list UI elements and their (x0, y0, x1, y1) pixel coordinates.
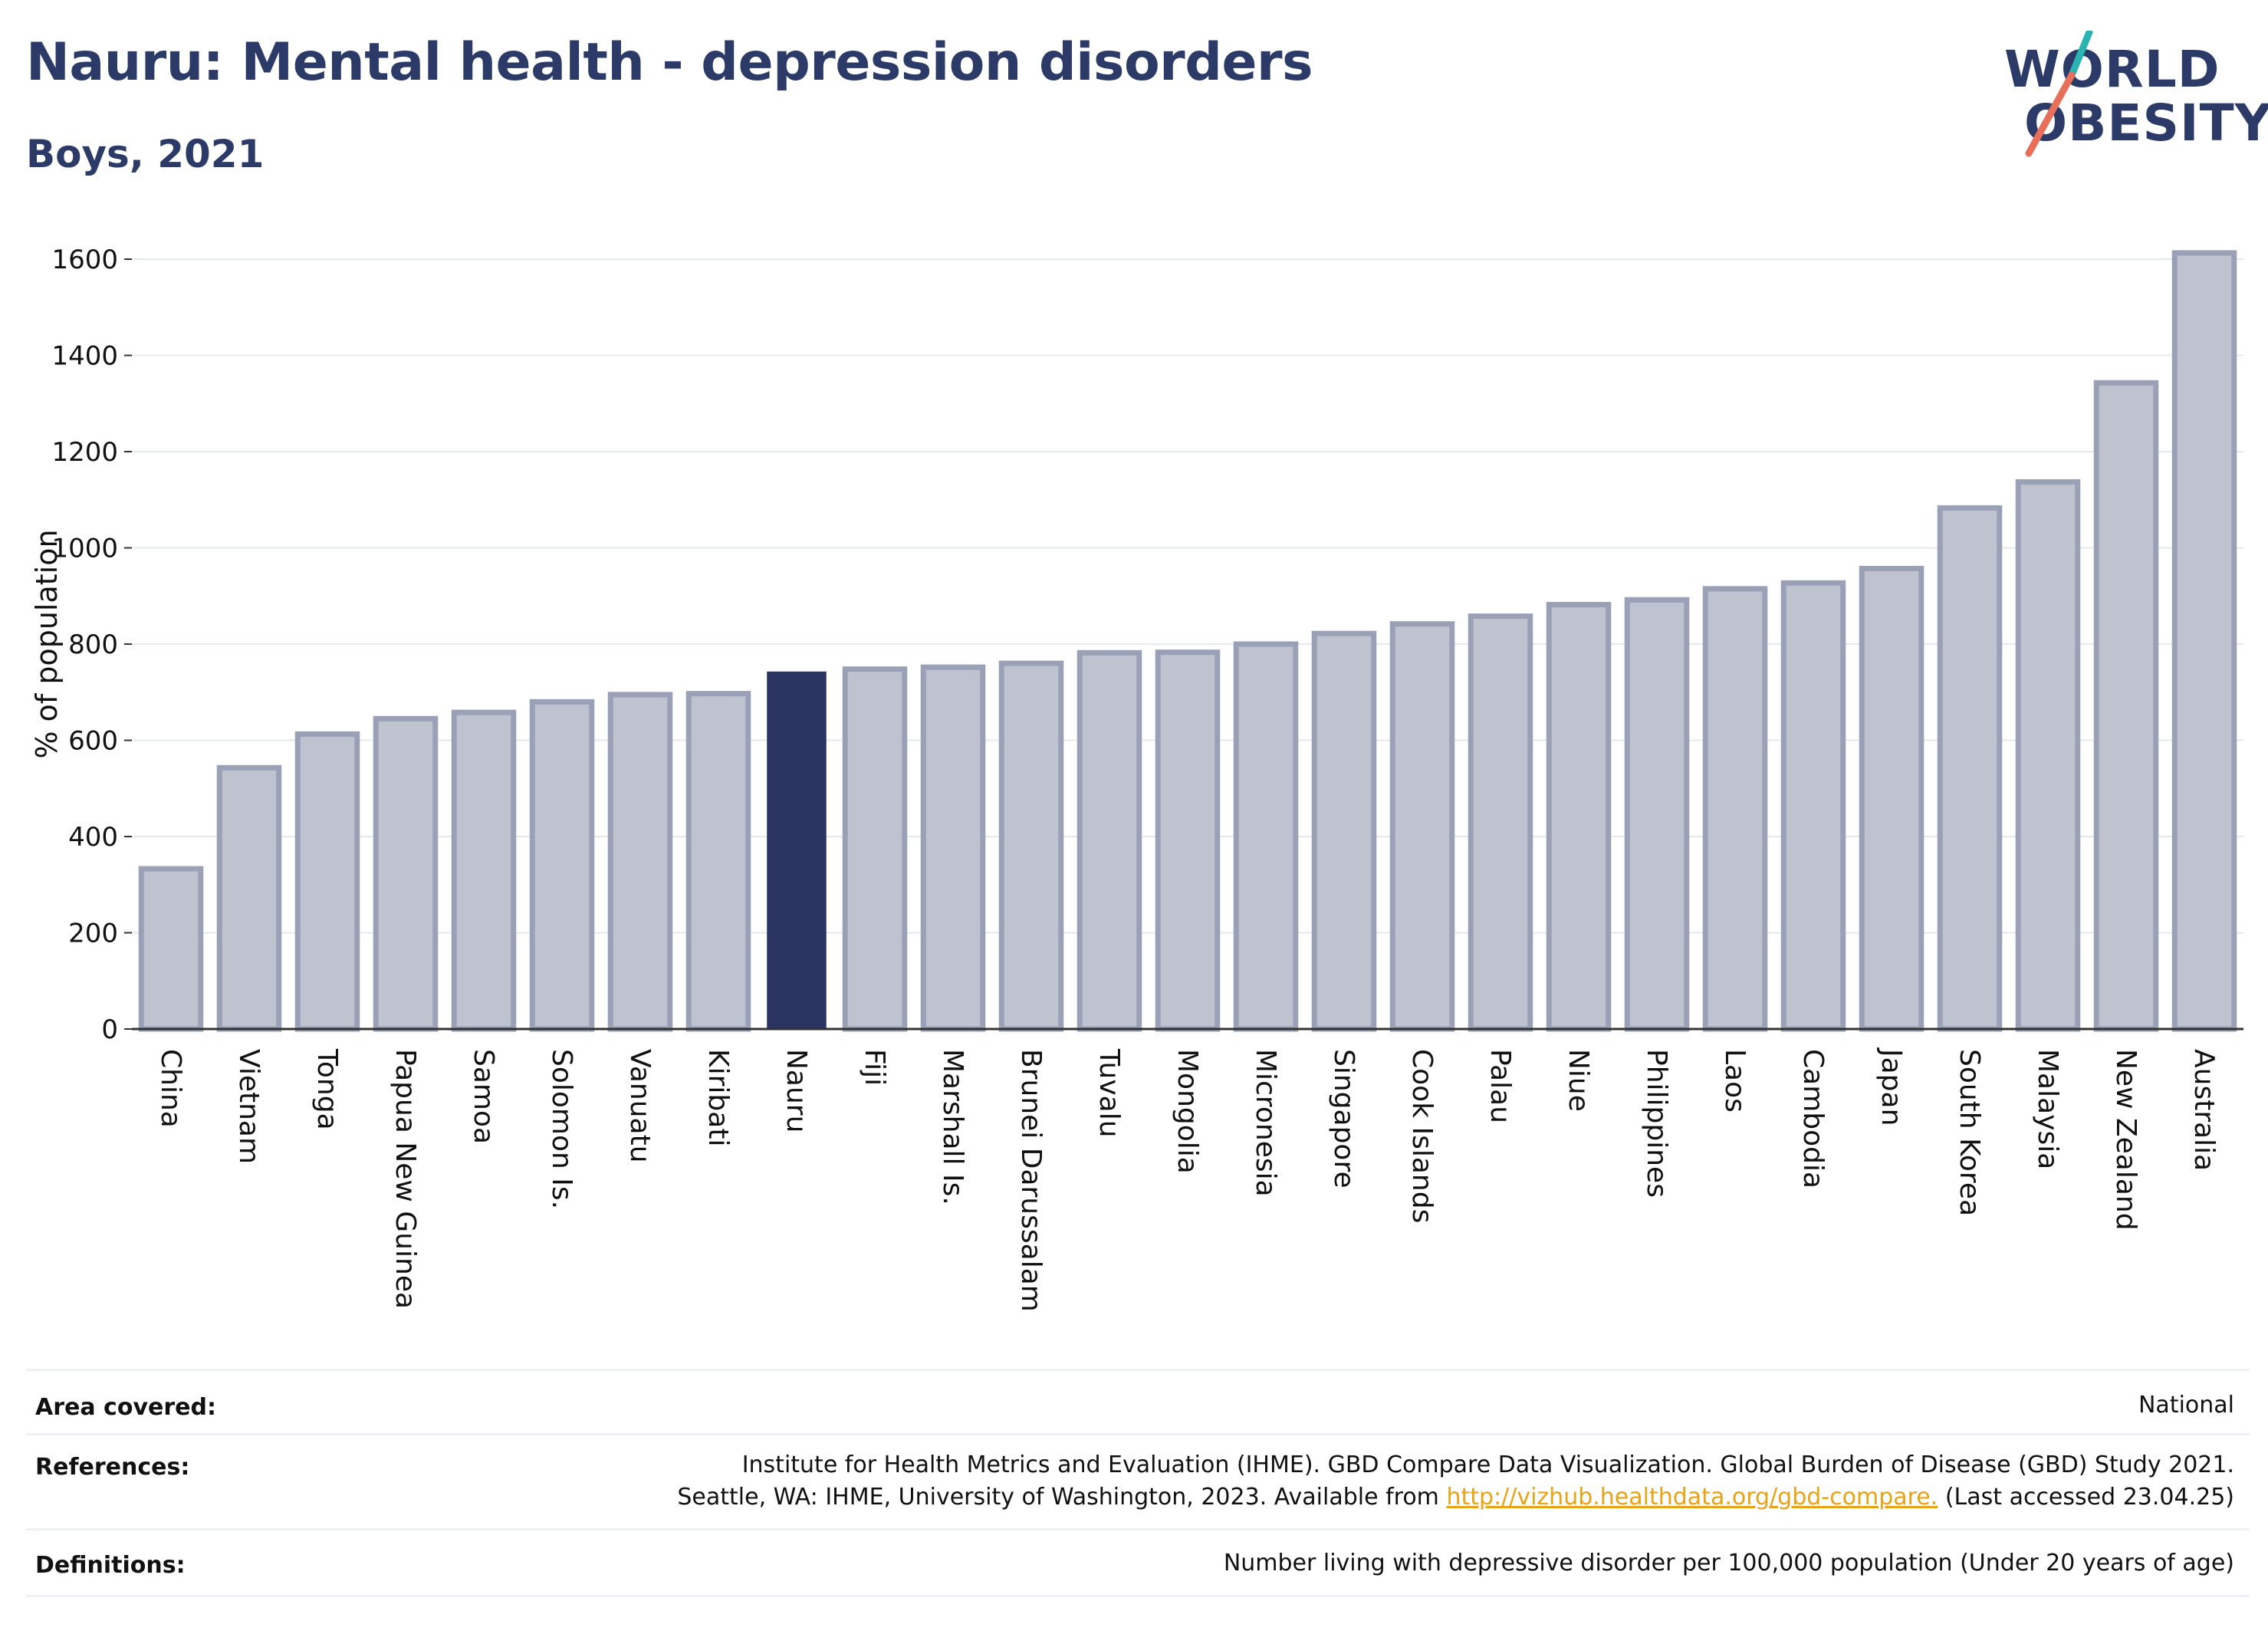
bar-new-zealand (2093, 380, 2159, 1032)
y-tick-label: 600 (68, 726, 118, 757)
y-tick-label: 1400 (51, 341, 118, 372)
x-tick-label: Philippines (1641, 1049, 1672, 1198)
x-tick-label: Samoa (468, 1049, 499, 1144)
x-tick-label: Niue (1563, 1049, 1594, 1112)
bar-cambodia (1780, 580, 1846, 1032)
bar-laos (1702, 586, 1768, 1032)
x-tick-label: Micronesia (1250, 1049, 1281, 1197)
y-tick-label: 800 (68, 630, 118, 660)
chart-subtitle: Boys, 2021 (26, 132, 265, 176)
reference-line-1: Institute for Health Metrics and Evaluat… (741, 1452, 2234, 1478)
bar-kiribati (685, 691, 751, 1032)
x-tick-label: Cambodia (1797, 1049, 1829, 1189)
x-tick-label: Cook Islands (1406, 1049, 1438, 1223)
logo-line-1: WORLD (2004, 40, 2220, 99)
x-tick-label: Mongolia (1172, 1049, 1203, 1174)
bar-nauru (767, 671, 827, 1029)
footer-label-area: Area covered: (35, 1394, 216, 1421)
y-axis-label: % of population (30, 529, 64, 758)
x-tick-label: Fiji (859, 1049, 890, 1086)
x-tick-label: Kiribati (702, 1049, 734, 1146)
footer-value-area: National (2138, 1392, 2234, 1419)
logo-slash-icon (2025, 31, 2093, 157)
x-tick-label: China (155, 1049, 186, 1128)
x-tick-label: Malaysia (2032, 1049, 2063, 1169)
bar-niue (1546, 602, 1612, 1032)
reference-line-2: Seattle, WA: IHME, University of Washing… (677, 1481, 2234, 1514)
reference-link[interactable]: http://vizhub.healthdata.org/gbd-compare… (1446, 1484, 1938, 1511)
x-tick-label: Solomon Is. (546, 1049, 577, 1209)
y-tick-label: 1200 (51, 437, 118, 468)
chart-title: Nauru: Mental health - depression disord… (26, 32, 1313, 93)
bar-cook-islands (1389, 621, 1455, 1032)
bar-philippines (1624, 597, 1690, 1032)
x-tick-label: Japan (1875, 1047, 1907, 1126)
logo-line-2: OBESITY (2024, 94, 2268, 153)
reference-line-2-before: Seattle, WA: IHME, University of Washing… (677, 1484, 1447, 1511)
bar-china (138, 866, 204, 1032)
footer-value-references: Institute for Health Metrics and Evaluat… (677, 1449, 2234, 1514)
bar-australia (2171, 250, 2237, 1032)
bar-tuvalu (1076, 649, 1142, 1032)
bar-chart: 0 200 400 600 800 1000 1200 1400 1600 % of popula… (30, 245, 2243, 1312)
x-tick-label: Laos (1719, 1049, 1750, 1113)
x-tick-label: Australia (2188, 1049, 2220, 1171)
x-tick-label: Brunei Darussalam (1015, 1049, 1047, 1312)
bar-papua-new-guinea (373, 715, 439, 1032)
x-tick-label: South Korea (1954, 1049, 1985, 1216)
bar-malaysia (2015, 479, 2081, 1032)
x-tick-label: Nauru (781, 1049, 812, 1133)
bar-vanuatu (607, 692, 673, 1032)
bar-tonga (294, 731, 360, 1032)
bar-palau (1468, 613, 1533, 1032)
y-tick-label: 1000 (51, 534, 118, 564)
x-tick-label: Vanuatu (624, 1049, 656, 1163)
bar-fiji (842, 666, 908, 1032)
x-tick-label: Tonga (311, 1048, 343, 1130)
bar-solomon-is- (529, 699, 595, 1032)
footer-label-references: References: (35, 1454, 190, 1481)
footer-value-definitions: Number living with depressive disorder p… (1223, 1550, 2234, 1576)
bar-brunei-darussalam (998, 660, 1064, 1032)
reference-line-2-after: (Last accessed 23.04.25) (1938, 1484, 2234, 1511)
x-tick-label: Tuvalu (1093, 1048, 1125, 1138)
world-obesity-logo: WORLD OBESITY (2001, 31, 2268, 169)
bar-south-korea (1937, 505, 2003, 1032)
x-tick-label: Vietnam (233, 1049, 265, 1164)
footer-row-references: References: Institute for Health Metrics… (26, 1433, 2250, 1530)
y-tick-label: 400 (68, 822, 118, 853)
bar-japan (1859, 565, 1925, 1032)
x-tick-label: Marshall Is. (937, 1049, 968, 1205)
x-tick-label: Singapore (1328, 1049, 1359, 1189)
y-tick-label: 200 (68, 919, 118, 949)
footer-row-area: Area covered: National (26, 1369, 2250, 1435)
y-tick-label: 1600 (51, 245, 118, 275)
bar-vietnam (216, 764, 282, 1032)
bar-micronesia (1233, 641, 1299, 1032)
bar-mongolia (1155, 649, 1221, 1032)
footer-row-definitions: Definitions: Number living with depressi… (26, 1528, 2250, 1597)
y-tick-label: 0 (101, 1014, 118, 1045)
x-tick-label: Papua New Guinea (390, 1049, 421, 1309)
x-tick-label: New Zealand (2110, 1049, 2141, 1231)
footer-label-definitions: Definitions: (35, 1552, 186, 1579)
bar-samoa (451, 709, 517, 1032)
bar-singapore (1311, 630, 1377, 1032)
bar-marshall-is- (920, 664, 986, 1032)
x-tick-label: Palau (1484, 1049, 1516, 1123)
